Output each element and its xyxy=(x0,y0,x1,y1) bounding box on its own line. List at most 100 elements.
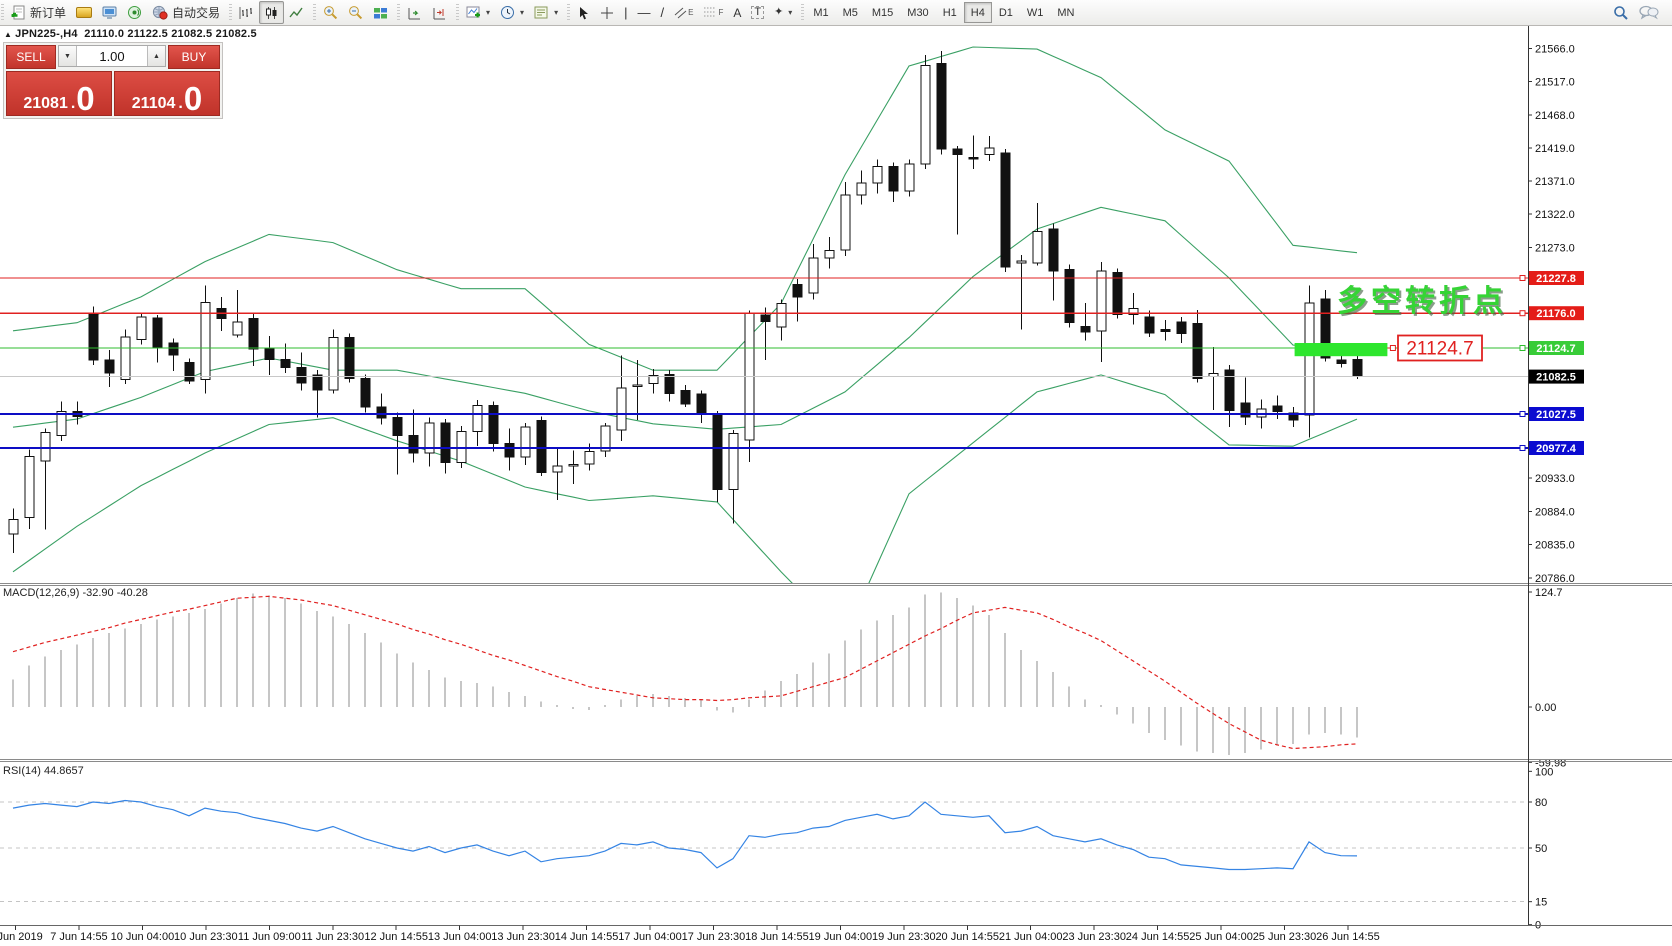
hline-marker[interactable] xyxy=(1519,345,1526,351)
macd-histogram-bar xyxy=(1276,707,1278,746)
shapes-caret-icon: ▾ xyxy=(788,8,793,17)
timeframe-w1-button[interactable]: W1 xyxy=(1026,6,1044,19)
shapes-icon: ✦ xyxy=(774,6,784,18)
volume-input[interactable] xyxy=(77,46,147,66)
trendline-tool-button[interactable]: / xyxy=(655,1,669,24)
time-tick-label: 12 Jun 14:55 xyxy=(364,931,428,943)
search-button[interactable] xyxy=(1608,1,1634,24)
market-watch-button[interactable] xyxy=(71,1,97,24)
axis-tick-label: 20884.0 xyxy=(1535,506,1575,518)
volume-decrease-button[interactable]: ▼ xyxy=(59,46,77,66)
axis-tick-label: 21322.0 xyxy=(1535,209,1575,221)
timeframe-mn-button[interactable]: MN xyxy=(1057,6,1075,19)
turning-point-highlight-rect[interactable] xyxy=(1294,343,1388,357)
time-tick-label: 25 Jun 23:30 xyxy=(1253,931,1317,943)
fibonacci-tool-button[interactable]: F xyxy=(698,1,728,24)
rsi-axis-label: 50 xyxy=(1535,843,1547,855)
annotation-shadow: 多空转折点 xyxy=(1339,287,1509,320)
macd-histogram-bar xyxy=(892,614,894,707)
sell-button[interactable]: SELL xyxy=(6,45,56,69)
macd-histogram-bar xyxy=(572,707,574,709)
chart-shift-button[interactable] xyxy=(427,1,452,24)
macd-histogram-bar xyxy=(124,628,126,707)
macd-histogram-bar xyxy=(300,603,302,707)
timeframe-m30-button[interactable]: M30 xyxy=(907,6,929,19)
turning-point-annotation[interactable]: 多空转折点 xyxy=(1337,285,1507,318)
chat-button[interactable] xyxy=(1634,1,1664,24)
candle-bear xyxy=(296,367,307,384)
macd-indicator-label: MACD(12,26,9) -32.90 -40.28 xyxy=(3,587,148,599)
time-tick-label: 13 Jun 23:30 xyxy=(491,931,555,943)
buy-price-tile[interactable]: 21104 . 0 xyxy=(114,71,220,116)
hline-marker[interactable] xyxy=(1519,445,1526,451)
candle-bear xyxy=(936,62,947,150)
candlestick-chart-type-button[interactable] xyxy=(259,1,285,24)
hline-marker[interactable] xyxy=(1519,310,1526,317)
signals-button[interactable] xyxy=(122,1,147,24)
candle-bear xyxy=(488,405,499,444)
timeframe-h1-button[interactable]: H1 xyxy=(942,6,957,19)
line-chart-type-button[interactable] xyxy=(284,1,309,24)
channel-tool-button[interactable]: E xyxy=(669,1,698,24)
horizontal-line-tool-button[interactable]: — xyxy=(632,1,655,24)
macd-histogram-bar xyxy=(428,670,430,707)
auto-scroll-button[interactable] xyxy=(402,1,427,24)
macd-histogram-bar xyxy=(332,616,334,707)
templates-menu-button[interactable]: ▾ xyxy=(529,1,563,24)
timeframe-m5-button[interactable]: M5 xyxy=(842,6,858,19)
sell-price-pips: 0 xyxy=(76,79,95,117)
sell-price-tile[interactable]: 21081 . 0 xyxy=(6,71,112,116)
timeframe-d1-button[interactable]: D1 xyxy=(998,6,1013,19)
macd-histogram-bar xyxy=(588,707,590,710)
zoom-out-button[interactable] xyxy=(343,1,368,24)
indicators-menu-button[interactable]: ▾ xyxy=(461,1,495,24)
crosshair-tool-button[interactable] xyxy=(595,1,619,24)
periods-menu-button[interactable]: ▾ xyxy=(495,1,529,24)
timeframe-m15-button[interactable]: M15 xyxy=(871,6,894,19)
bar-chart-type-button[interactable] xyxy=(234,1,259,24)
indicators-caret-icon: ▾ xyxy=(486,8,491,17)
candle-bull xyxy=(472,405,483,432)
timeframe-m1-button[interactable]: M1 xyxy=(813,6,829,19)
cursor-tool-button[interactable] xyxy=(572,1,595,24)
terminal-icon xyxy=(102,6,117,19)
macd-histogram-bar xyxy=(444,677,446,707)
candle-bear xyxy=(1064,269,1075,324)
hline-marker[interactable] xyxy=(1519,411,1526,417)
new-order-button[interactable]: 新订单 xyxy=(6,1,71,24)
time-tick-label: 21 Jun 04:00 xyxy=(999,931,1063,943)
macd-signal-line xyxy=(12,595,1358,750)
candle-bull xyxy=(8,519,19,535)
shapes-menu-button[interactable]: ✦ ▾ xyxy=(769,1,797,24)
candle-bear xyxy=(680,390,691,405)
text-tool-button[interactable]: A xyxy=(728,1,746,24)
candle-bear xyxy=(1224,369,1235,411)
vertical-line-tool-button[interactable]: | xyxy=(619,1,632,24)
macd-histogram-bar xyxy=(60,649,62,707)
macd-histogram-bar xyxy=(1324,707,1326,733)
terminal-button[interactable] xyxy=(97,1,122,24)
macd-histogram-bar xyxy=(1340,707,1342,735)
macd-histogram-bar xyxy=(540,701,542,707)
candle-bear xyxy=(696,393,707,413)
zoom-out-icon xyxy=(349,6,363,20)
timeframe-h4-button[interactable]: H4 xyxy=(963,2,992,23)
hline-marker[interactable] xyxy=(1519,275,1526,281)
bollinger-upper-line xyxy=(12,46,1358,371)
candle-bear xyxy=(1240,402,1251,418)
trendline-icon: / xyxy=(660,5,665,20)
zoom-in-button[interactable] xyxy=(318,1,343,24)
autotrading-button[interactable]: 自动交易 xyxy=(147,1,225,24)
time-tick-label: 17 Jun 04:00 xyxy=(618,931,682,943)
price-tag-box[interactable] xyxy=(1397,334,1483,362)
buy-button[interactable]: BUY xyxy=(168,45,220,69)
vline-icon: | xyxy=(624,5,628,20)
axis-tick-label: 21273.0 xyxy=(1535,242,1575,254)
label-tool-button[interactable]: T xyxy=(746,1,769,24)
volume-increase-button[interactable]: ▲ xyxy=(147,46,165,66)
tile-windows-button[interactable] xyxy=(368,1,393,24)
search-icon xyxy=(1614,5,1628,20)
